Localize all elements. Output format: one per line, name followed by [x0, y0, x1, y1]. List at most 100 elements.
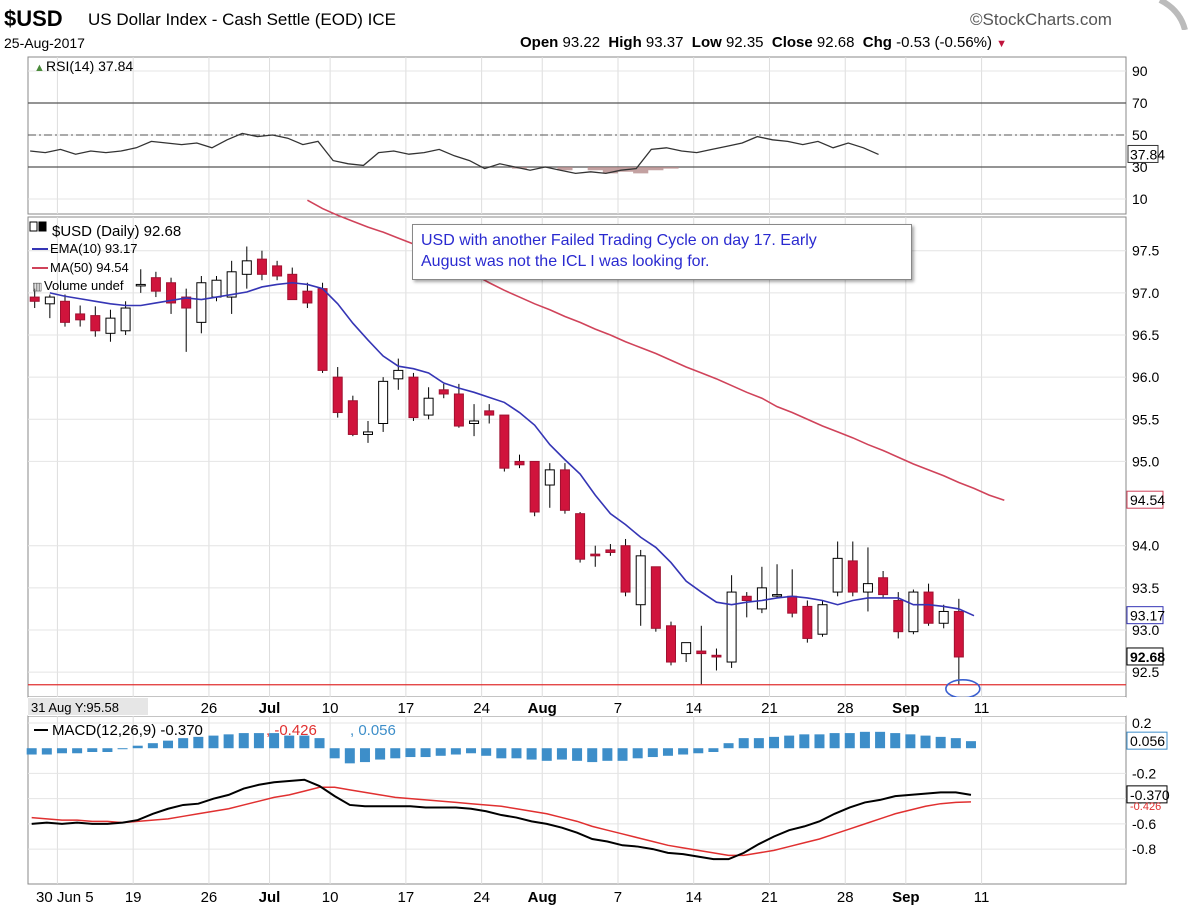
candle-body [756, 587, 767, 610]
macd-tick-label: -0.6 [1132, 816, 1156, 832]
symbol-title: $USD [4, 6, 63, 31]
candle-body [772, 594, 783, 597]
x-axis-label: 17 [398, 700, 415, 717]
x-axis-label: 24 [473, 700, 490, 717]
macd-histogram-bar [132, 745, 143, 749]
macd-histogram-bar [965, 741, 976, 749]
macd-histogram-bar [905, 734, 916, 749]
macd-histogram-bar [299, 735, 310, 749]
x-axis-label: Sep [892, 700, 920, 717]
candle-body [196, 282, 207, 323]
brand-logo[interactable]: ©StockCharts.com [970, 10, 1112, 29]
candle-body [469, 420, 480, 425]
macd-histogram-bar [238, 733, 249, 749]
candle-body [529, 460, 540, 513]
ohlc-readout: Open 93.22 High 93.37 Low 92.35 Close 92… [520, 34, 1007, 51]
x-axis-strip [28, 697, 1126, 716]
rsi-last-value-label: 37.84 [1130, 146, 1165, 162]
macd-histogram-bar [769, 736, 780, 749]
candle-body [181, 296, 192, 309]
close-last-value-label: 92.68 [1130, 649, 1165, 665]
macd-histogram-bar [163, 740, 174, 749]
macd-histogram-bar [738, 738, 749, 749]
candle-body [893, 600, 904, 633]
macd-histogram-bar [147, 743, 158, 749]
candle-body [135, 283, 146, 287]
bottom-x-axis-label: 11 [974, 889, 990, 906]
candle-body [499, 414, 510, 469]
macd-histogram-bar [178, 738, 189, 749]
macd-histogram-bar [541, 748, 552, 761]
candle-body [408, 376, 419, 419]
cursor-readout-bg [28, 698, 148, 715]
macd-tick-label: 0.2 [1132, 715, 1152, 731]
macd-histogram-bar [435, 748, 446, 756]
macd-histogram-bar [375, 748, 386, 760]
macd-histogram-bar [708, 748, 719, 752]
macd-histogram-bar [935, 736, 946, 749]
candle-body [423, 397, 434, 416]
macd-histogram-bar [602, 748, 613, 761]
macd-legend-main: MACD(12,26,9) -0.370 [52, 722, 203, 739]
macd-histogram-bar [193, 736, 204, 749]
macd-histogram-bar [572, 748, 583, 761]
macd-histogram-bar [208, 735, 219, 749]
close-label: Close [771, 34, 813, 51]
rsi-legend: RSI(14) 37.84 [46, 58, 133, 74]
candle-body [438, 389, 449, 395]
candle-body [620, 545, 631, 593]
macd-histogram-bar [890, 733, 901, 749]
close-last-value-box [1126, 647, 1164, 666]
bottom-x-axis-label: 17 [398, 889, 415, 906]
x-axis-label: 28 [837, 700, 854, 717]
candle-body [514, 460, 525, 466]
candle-body [696, 650, 707, 655]
macd-histogram-bar [481, 748, 492, 756]
macd-histogram-bar [26, 748, 37, 755]
candle-body [347, 400, 358, 435]
x-axis-label: Jul [259, 700, 281, 717]
close-value: 92.68 [816, 34, 855, 51]
candle-body [559, 469, 570, 511]
candle-body [363, 431, 373, 435]
candle-body [302, 290, 313, 304]
macd-histogram-bar [253, 733, 264, 749]
macd-histogram-bar [556, 748, 567, 760]
macd-histogram-bar [753, 738, 764, 749]
price-tick-label: 94.0 [1132, 538, 1159, 554]
bottom-x-axis-label: 7 [614, 889, 622, 906]
annotation-line-1: USD with another Failed Trading Cycle on… [421, 232, 817, 249]
candle-body [166, 282, 177, 304]
macd-histogram-bar [420, 748, 431, 758]
candle-body [832, 557, 843, 593]
ema10-line [49, 281, 975, 617]
macd-histogram-bar [56, 748, 67, 754]
price-tick-label: 97.0 [1132, 285, 1159, 301]
macd-legend-hist: , 0.056 [350, 722, 396, 739]
macd-histogram-bar [784, 735, 795, 749]
macd-histogram-bar [329, 748, 340, 759]
volume-icon: ▥ [32, 281, 42, 293]
ema-last-value-box [1126, 606, 1164, 625]
macd-histogram-bar [117, 748, 128, 750]
candle-body [105, 317, 116, 334]
candle-body [802, 605, 813, 639]
candle-body [120, 307, 131, 332]
price-tick-label: 93.0 [1132, 622, 1159, 638]
price-legend-candle-icon [38, 221, 47, 232]
macd-histogram-bar [950, 738, 961, 749]
price-tick-label: 93.5 [1132, 580, 1159, 596]
candle-body [272, 265, 283, 277]
candle-body [378, 380, 389, 425]
ema-legend: EMA(10) 93.17 [50, 241, 137, 256]
low-value: 92.35 [725, 34, 764, 51]
x-axis-label: 21 [761, 700, 778, 717]
candle-body [862, 583, 873, 593]
price-tick-label: 95.0 [1132, 453, 1159, 469]
candle-body [575, 513, 586, 560]
macd-histogram-bar [466, 748, 477, 754]
macd-histogram-bar [920, 735, 931, 749]
rsi-tick-label: 90 [1132, 63, 1148, 79]
candle-body [75, 313, 86, 321]
